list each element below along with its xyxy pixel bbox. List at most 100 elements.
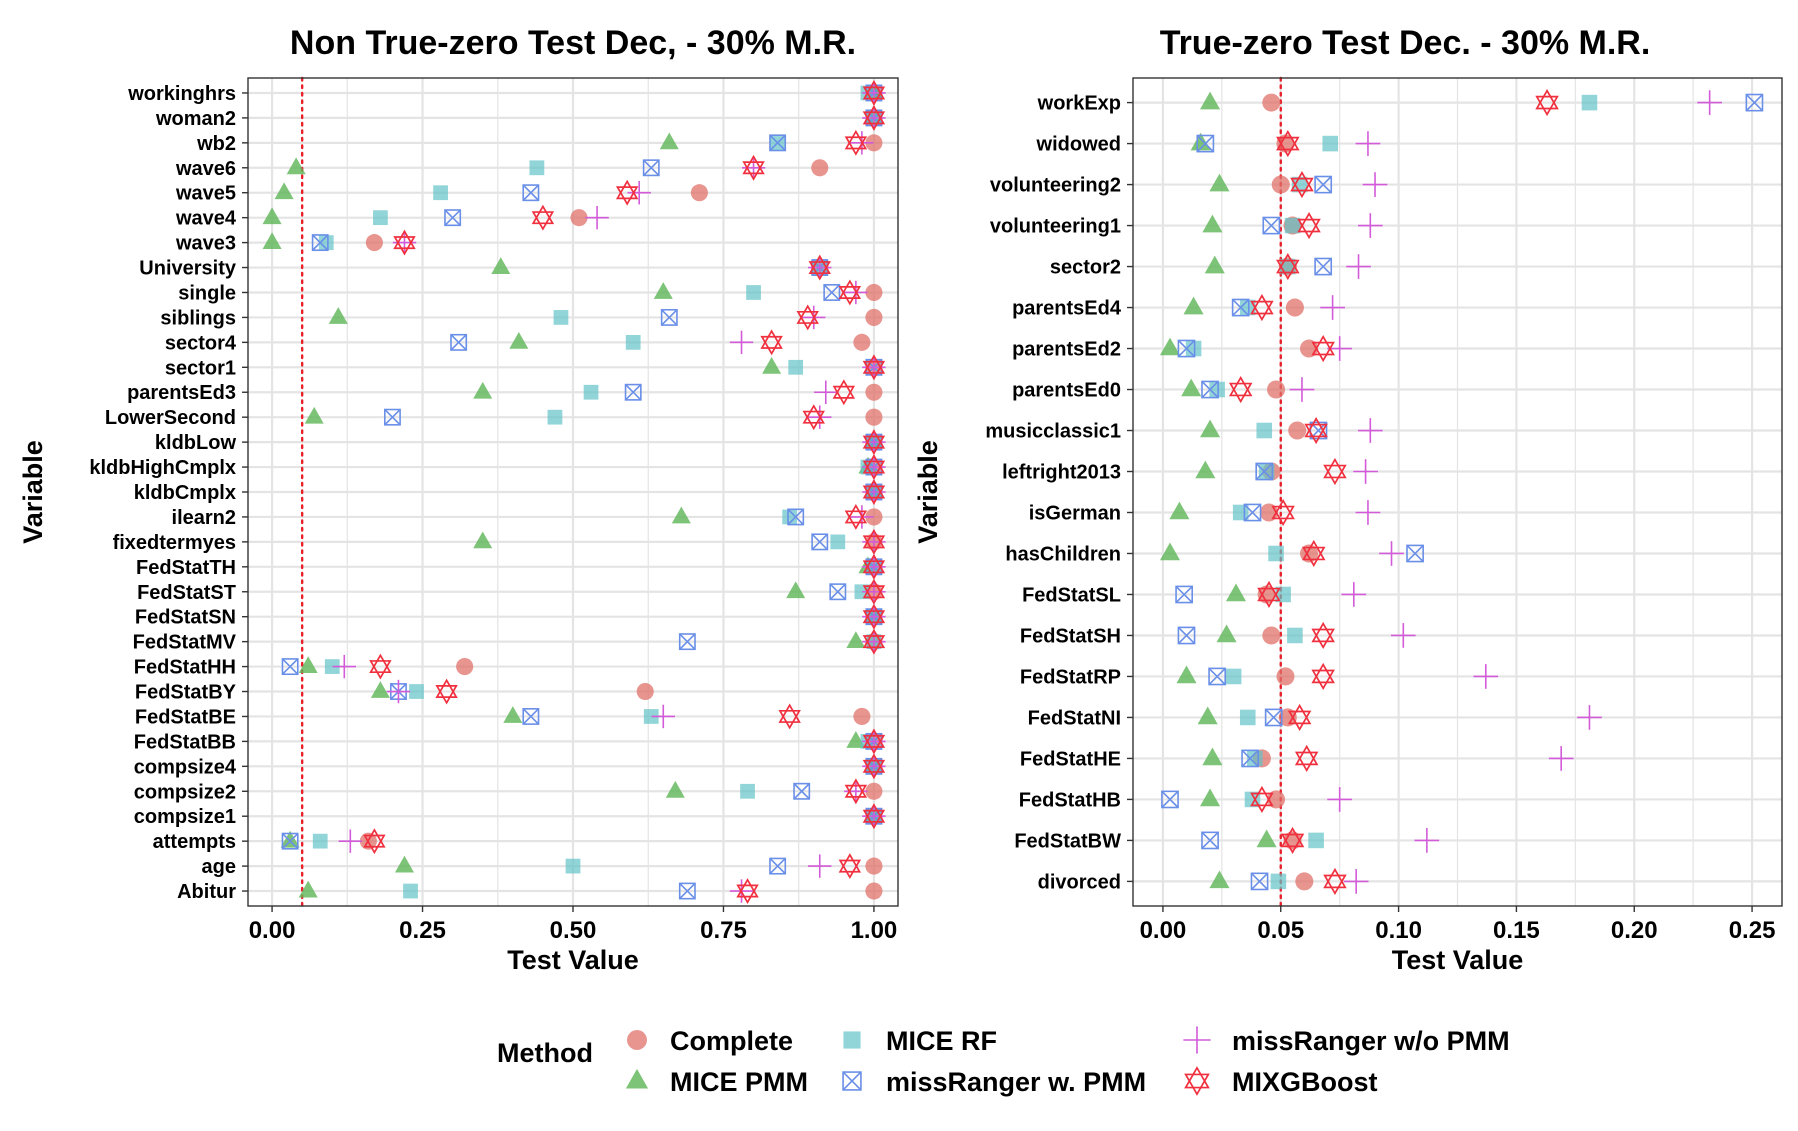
- point-mice-rf-fedstatby: [409, 684, 424, 699]
- y-tick-label: isGerman: [1029, 502, 1121, 524]
- point-complete-wave6: [811, 159, 829, 177]
- point-mice-pmm-sector4: [509, 332, 529, 349]
- point-missranger-w-pmm-fedstatbe: [522, 708, 540, 725]
- y-tick-label: FedStatBW: [1014, 830, 1121, 852]
- point-complete-parentsed3: [865, 383, 883, 401]
- panel-border: [1132, 77, 1783, 907]
- point-mixgboost-isgerman: [1271, 498, 1295, 527]
- point-missranger-w-pmm-volunteering1: [1262, 216, 1281, 235]
- point-missranger-w-pmm-age: [769, 857, 787, 875]
- y-tick-label: parentsEd3: [127, 382, 236, 404]
- x-tick-label: 0.00: [249, 917, 296, 944]
- x-tick-label: 0.15: [1493, 917, 1540, 944]
- point-mice-pmm-wave5: [274, 182, 294, 200]
- point-mice-rf-compsize2: [740, 783, 755, 799]
- point-missranger-w-pmm-widowed: [1196, 134, 1215, 153]
- y-tick-label: compsize4: [134, 756, 237, 778]
- y-tick-label: FedStatBY: [135, 682, 237, 704]
- point-mixgboost-kldbhighcmplx: [862, 454, 886, 481]
- point-missranger-w-o-pmm-wave6: [741, 156, 766, 180]
- point-missranger-w-o-pmm-fedstatrp: [1473, 664, 1499, 689]
- y-tick-label: siblings: [160, 307, 236, 329]
- point-missranger-w-o-pmm-widowed: [1355, 131, 1381, 156]
- point-mixgboost-siblings: [796, 304, 819, 331]
- legend-item-missranger-w-pmm: missRanger w. PMM: [842, 1067, 1146, 1097]
- point-missranger-w-o-pmm-fedstathe: [1548, 746, 1574, 771]
- point-missranger-w-o-pmm-isgerman: [1355, 500, 1381, 525]
- point-mice-pmm-wave3: [262, 232, 282, 250]
- point-mixgboost-woman2: [862, 104, 886, 131]
- point-mice-rf-fedstathh: [324, 659, 340, 674]
- legend-key-missranger-w-pmm: [842, 1071, 862, 1091]
- point-mice-pmm-sector2: [1204, 255, 1225, 274]
- point-mixgboost-wave3: [393, 229, 416, 256]
- point-missranger-w-o-pmm-sector4: [729, 330, 754, 355]
- x-tick-label: 0.50: [550, 917, 597, 944]
- point-complete-fedstatby: [636, 682, 654, 701]
- y-tick-label: wb2: [196, 133, 236, 155]
- x-tick-label: 0.20: [1611, 917, 1658, 944]
- chart-title: True-zero Test Dec. - 30% M.R.: [1160, 24, 1651, 62]
- point-mixgboost-volunteering2: [1290, 170, 1314, 199]
- point-missranger-w-pmm-fedstathh: [281, 658, 299, 676]
- point-missranger-w-o-pmm-age: [808, 854, 832, 878]
- point-mice-pmm-leftright2013: [1195, 460, 1216, 479]
- point-mice-rf-fedstatni: [1239, 709, 1256, 726]
- point-missranger-w-o-pmm-kldblow: [862, 430, 886, 454]
- point-mice-pmm-compsize2: [665, 780, 685, 798]
- legend-label: MIXGBoost: [1232, 1067, 1378, 1097]
- point-mice-rf-age: [565, 858, 581, 874]
- point-missranger-w-o-pmm-fedstatth: [862, 555, 886, 579]
- point-missranger-w-o-pmm-parentsed3: [814, 380, 838, 404]
- point-complete-wave3: [365, 234, 383, 252]
- point-mice-pmm-volunteering2: [1209, 173, 1230, 192]
- point-missranger-w-pmm-isgerman: [1243, 503, 1262, 522]
- point-mice-rf-sector4: [625, 334, 641, 350]
- y-tick-label: workinghrs: [127, 83, 236, 105]
- point-mice-rf-divorced: [1270, 873, 1287, 890]
- legend-item-mice-pmm: MICE PMM: [625, 1067, 808, 1097]
- point-mixgboost-kldbcmplx: [862, 479, 886, 505]
- legend-label: MICE RF: [886, 1026, 997, 1056]
- point-missranger-w-pmm-wave6: [642, 159, 660, 177]
- y-tick-label: FedStatBE: [135, 706, 236, 728]
- point-missranger-w-o-pmm-compsize4: [862, 754, 886, 779]
- point-mixgboost-fedstatni: [1287, 703, 1312, 732]
- point-complete-sector4: [853, 333, 871, 351]
- point-mice-rf-volunteering1: [1284, 217, 1301, 234]
- y-tick-label: University: [139, 258, 237, 280]
- point-missranger-w-o-pmm-parentsed2: [1327, 336, 1353, 361]
- point-mice-pmm-fedstatbw: [1256, 829, 1277, 848]
- point-complete-lowersecond: [865, 408, 883, 426]
- point-mice-pmm-fedstatbe: [503, 706, 523, 723]
- x-axis-title: Test Value: [507, 945, 639, 975]
- point-mice-rf-parentsed3: [583, 384, 599, 400]
- point-mice-rf-fedstatrp: [1225, 668, 1242, 685]
- point-complete-parentsed0: [1267, 380, 1286, 399]
- y-tick-label: FedStatTH: [136, 557, 236, 579]
- point-mice-rf-wave5: [433, 185, 448, 201]
- point-missranger-w-o-pmm-fedstatni: [1577, 705, 1602, 730]
- point-missranger-w-o-pmm-sector1: [862, 355, 886, 380]
- y-tick-label: FedStatHB: [1019, 789, 1121, 811]
- point-missranger-w-pmm-lowersecond: [383, 408, 401, 426]
- point-missranger-w-pmm-parentsed2: [1177, 339, 1196, 358]
- point-complete-siblings: [865, 308, 883, 326]
- point-mice-rf-siblings: [553, 310, 569, 325]
- point-mice-pmm-fedstatby: [370, 681, 390, 698]
- point-mixgboost-wb2: [844, 129, 868, 156]
- y-tick-label: sector2: [1050, 257, 1121, 279]
- point-mice-rf-ilearn2: [782, 509, 798, 525]
- point-missranger-w-o-pmm-fedstatsh: [1390, 623, 1416, 648]
- point-mixgboost-fedstathb: [1250, 785, 1274, 814]
- legend-title: Method: [497, 1038, 593, 1068]
- point-mixgboost-volunteering1: [1297, 211, 1321, 240]
- point-missranger-w-o-pmm-fedstatbe: [651, 704, 675, 729]
- point-mixgboost-compsize2: [844, 778, 868, 805]
- point-missranger-w-pmm-attempts: [281, 832, 299, 850]
- point-missranger-w-o-pmm-woman2: [862, 106, 886, 130]
- point-complete-single: [865, 283, 883, 302]
- y-tick-label: FedStatBB: [134, 731, 236, 753]
- point-missranger-w-pmm-single: [823, 284, 841, 301]
- point-complete-divorced: [1295, 872, 1314, 891]
